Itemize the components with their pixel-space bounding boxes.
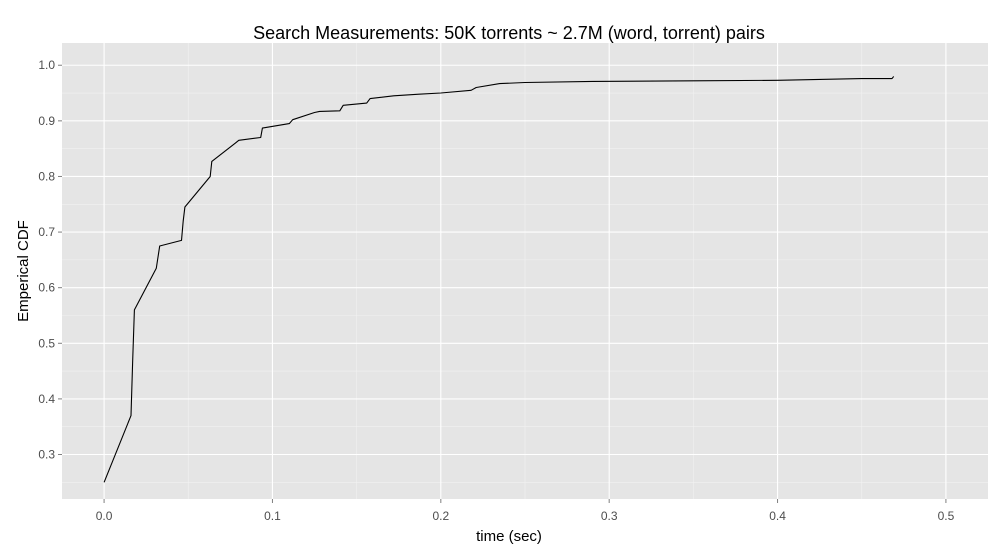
y-tick-label: 1.0 [38, 58, 55, 72]
y-tick-label: 0.8 [38, 169, 55, 183]
y-axis-label: Emperical CDF [15, 220, 32, 322]
cdf-line [103, 76, 895, 483]
x-tick-label: 0.1 [264, 509, 281, 523]
y-tick-label: 0.5 [38, 336, 55, 350]
y-axis: 0.3 0.4 0.5 0.6 0.7 0.8 0.9 1.0 [38, 58, 62, 462]
gridlines [62, 43, 988, 499]
y-tick-label: 0.7 [38, 225, 55, 239]
x-axis: 0.0 0.1 0.2 0.3 0.4 0.5 [96, 499, 955, 523]
y-tick-label: 0.3 [38, 448, 55, 462]
x-tick-label: 0.0 [96, 509, 113, 523]
y-tick-label: 0.9 [38, 114, 55, 128]
x-tick-label: 0.5 [938, 509, 955, 523]
x-tick-label: 0.2 [432, 509, 449, 523]
x-axis-label: time (sec) [476, 528, 542, 545]
y-tick-label: 0.6 [38, 281, 55, 295]
chart-title: Search Measurements: 50K torrents ~ 2.7M… [253, 23, 765, 43]
y-tick-label: 0.4 [38, 392, 55, 406]
x-tick-label: 0.3 [601, 509, 618, 523]
x-tick-label: 0.4 [769, 509, 786, 523]
